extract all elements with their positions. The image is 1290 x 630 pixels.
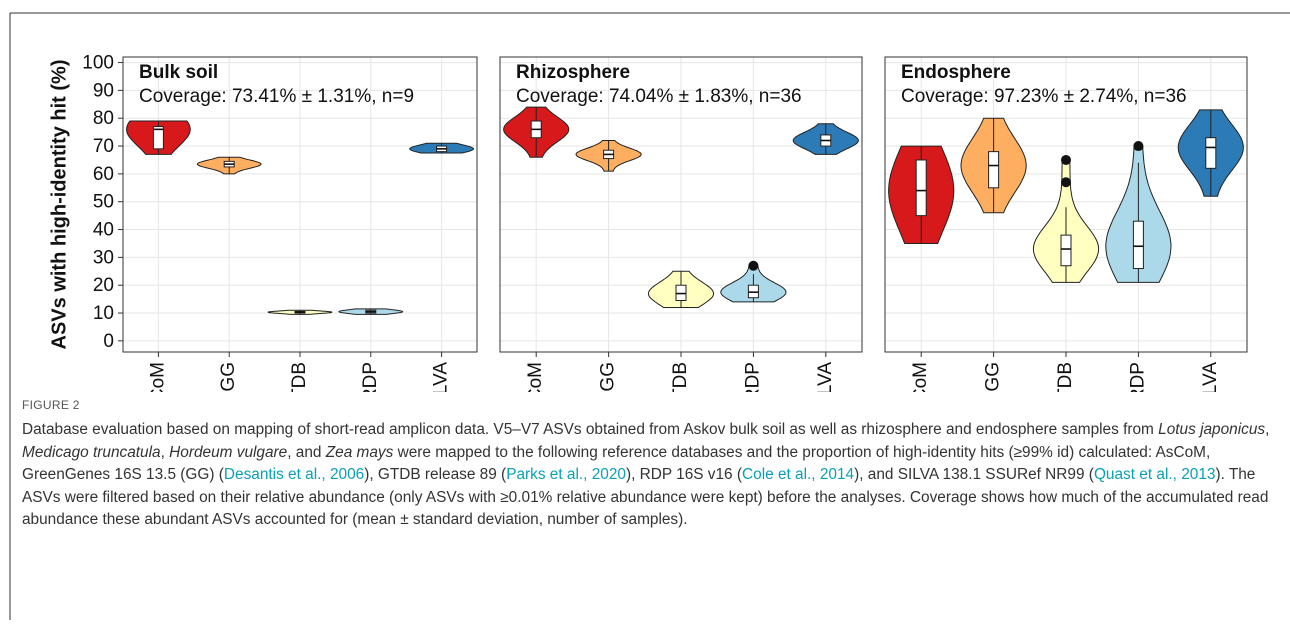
x-tick-label: SILVA <box>815 362 836 392</box>
caption-text: Lotus japonicus <box>1158 421 1266 438</box>
panel-border <box>122 56 478 353</box>
x-tick-label: GG <box>983 362 1004 392</box>
citation-link[interactable]: Quast et al., 2013 <box>1093 466 1216 483</box>
caption-text: , <box>1265 421 1270 438</box>
x-tick-label: RDP <box>1127 362 1148 392</box>
box <box>915 159 927 217</box>
y-tick-label: 0 <box>103 331 114 352</box>
panel-title: Rhizosphere <box>516 62 630 83</box>
x-tick-label: SILVA <box>431 362 452 392</box>
y-tick-label: 90 <box>93 80 114 101</box>
caption-text: ), and SILVA 138.1 SSURef NR99 ( <box>854 466 1094 483</box>
caption-text: ). The ASVs were filtered based on their… <box>22 466 1269 528</box>
x-tick-label: RDP <box>360 362 381 392</box>
outlier <box>1061 177 1071 188</box>
box <box>152 126 164 150</box>
caption-text: ), RDP 16S v16 ( <box>625 466 743 483</box>
y-tick-label: 100 <box>82 53 114 74</box>
box <box>1060 234 1072 267</box>
caption-text: Zea mays <box>325 443 394 461</box>
x-tick-label: AsCoM <box>525 362 546 392</box>
x-tick-label: GTDB <box>289 362 310 392</box>
caption-text: , and <box>287 443 326 461</box>
y-tick-label: 70 <box>93 136 114 157</box>
x-tick-label: AsCoM <box>910 362 931 392</box>
caption-text: Hordeum vulgare <box>169 443 288 461</box>
panel-border <box>499 56 863 353</box>
y-tick-label: 50 <box>93 192 114 213</box>
caption-text: were mapped to the following reference d… <box>22 443 1211 484</box>
y-tick-label: 10 <box>93 303 114 324</box>
panel-subtitle: Coverage: 73.41% ± 1.31%, n=9 <box>139 86 414 107</box>
panel-title: Bulk soil <box>139 62 218 83</box>
panel-border <box>884 56 1248 353</box>
y-tick-label: 60 <box>93 164 114 185</box>
figure: 0 10 20 30 40 50 60 70 80 90 100 AsCoM GG GTDB RDP SILV… <box>9 12 1290 392</box>
citation-link[interactable]: Parks et al., 2020 <box>506 466 626 483</box>
caption-text: , <box>160 443 170 461</box>
panel-subtitle: Coverage: 97.23% ± 2.74%, n=36 <box>901 86 1187 107</box>
box <box>1205 137 1217 169</box>
figure-label: FIGURE 2 <box>22 398 80 412</box>
x-tick-label: GTDB <box>670 362 691 392</box>
outlier <box>1133 141 1144 152</box>
y-tick-label: 80 <box>93 108 114 129</box>
box <box>988 151 1000 189</box>
caption-text: Database evaluation based on mapping of … <box>22 421 1159 438</box>
caption-text: Medicago truncatula <box>22 443 161 461</box>
x-tick-label: RDP <box>742 362 763 392</box>
y-axis-label: ASVs with high-identity hit (%) <box>48 60 70 350</box>
panel-title: Endosphere <box>901 62 1011 83</box>
x-tick-label: GTDB <box>1055 362 1076 392</box>
caption-text: ), GTDB release 89 ( <box>364 466 507 483</box>
box <box>1132 220 1144 270</box>
outlier <box>1061 154 1071 165</box>
figure-caption: Database evaluation based on mapping of … <box>22 419 1274 532</box>
x-tick-label: AsCoM <box>147 362 168 392</box>
x-tick-label: SILVA <box>1200 362 1221 392</box>
citation-link[interactable]: Desantis et al., 2006 <box>223 466 365 483</box>
panel-subtitle: Coverage: 74.04% ± 1.83%, n=36 <box>516 86 802 107</box>
citation-link[interactable]: Cole et al., 2014 <box>742 466 855 483</box>
x-tick-label: GG <box>218 362 239 392</box>
outlier <box>748 260 759 271</box>
x-tick-label: GG <box>598 362 619 392</box>
y-tick-label: 30 <box>93 247 114 268</box>
y-tick-label: 20 <box>93 275 114 296</box>
y-tick-label: 40 <box>93 220 114 241</box>
